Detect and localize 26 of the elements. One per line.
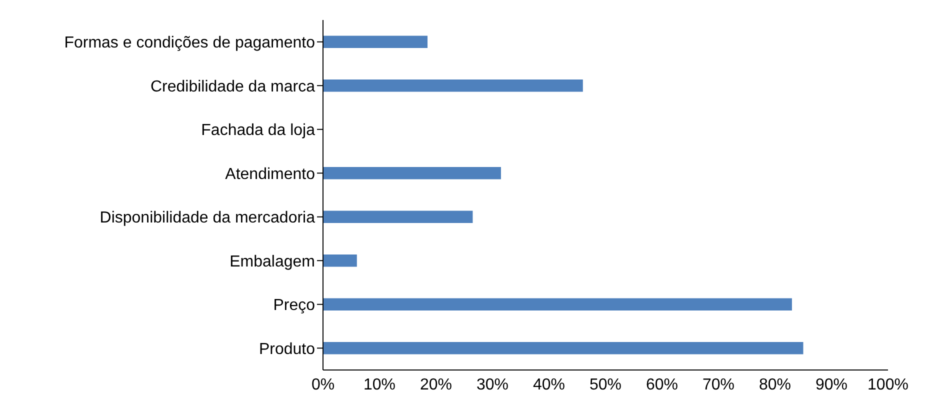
x-tick-label: 40% <box>532 376 566 394</box>
y-tick-label: Produto <box>258 340 316 358</box>
bar <box>323 36 428 48</box>
bar <box>323 80 583 92</box>
x-tick-label: 90% <box>815 376 848 394</box>
bar <box>323 342 804 354</box>
x-tick-label: 100% <box>868 376 908 394</box>
y-tick-label: Atendimento <box>225 166 316 183</box>
y-tick-label: Preço <box>273 297 316 314</box>
bar <box>323 254 357 267</box>
x-tick-label: 10% <box>363 376 396 394</box>
bar <box>323 210 473 223</box>
x-tick-label: 50% <box>589 376 622 394</box>
x-tick-label: 70% <box>702 376 735 394</box>
x-tick-label: 30% <box>476 376 509 394</box>
bar <box>323 167 501 180</box>
y-tick-label: Credibilidade da marca <box>150 78 316 96</box>
bar <box>323 298 792 310</box>
y-tick-label: Formas e condições de pagamento <box>64 34 316 52</box>
x-tick-label: 60% <box>646 376 678 394</box>
x-tick-label: 0% <box>311 376 335 394</box>
y-tick-label: Disponibilidade da mercadoria <box>100 210 316 227</box>
x-tick-label: 80% <box>758 376 792 394</box>
y-tick-label: Embalagem <box>230 253 315 270</box>
y-tick-label: Fachada da loja <box>201 122 316 140</box>
x-tick-label: 20% <box>420 376 452 394</box>
